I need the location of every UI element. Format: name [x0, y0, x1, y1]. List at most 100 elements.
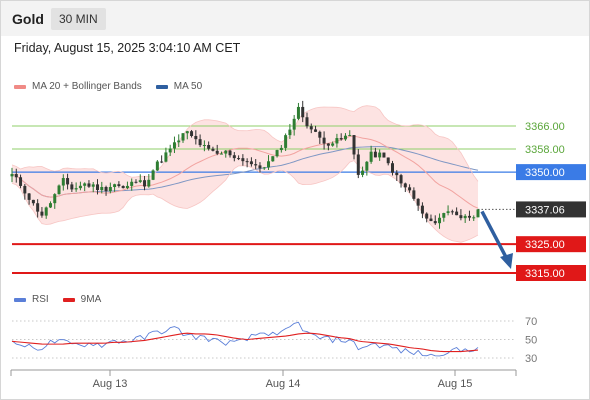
candle-body: [134, 181, 138, 183]
candle-body: [27, 193, 31, 200]
candle-body: [70, 184, 74, 190]
candle-body: [224, 150, 228, 154]
candle-body: [211, 148, 215, 151]
candle-body: [215, 150, 219, 154]
candle-body: [258, 165, 262, 169]
candle-body: [472, 217, 476, 219]
candle-body: [130, 181, 134, 186]
candle-body: [275, 150, 279, 157]
candle-body: [416, 198, 420, 206]
candle-body: [23, 185, 27, 194]
legend-swatch-9ma: [62, 297, 75, 302]
forecast-arrow-shaft: [480, 210, 510, 262]
candle-body: [245, 161, 249, 163]
level-3315-00-tag: [516, 265, 586, 281]
x-tick-label: Aug 15: [438, 378, 473, 390]
candle-body: [83, 183, 87, 186]
candle-body: [207, 145, 211, 149]
candle-body: [425, 213, 429, 219]
candle-body: [399, 175, 403, 184]
candle-body: [181, 133, 185, 141]
candle-body: [403, 183, 407, 188]
candle-body: [100, 187, 104, 191]
candle-body: [66, 178, 70, 185]
candle-body: [237, 158, 241, 160]
candle-body: [450, 211, 454, 213]
rsi-ma9-line: [11, 332, 479, 353]
candle-body: [369, 151, 373, 162]
datetime-label: Friday, August 15, 2025 3:04:10 AM CET: [14, 41, 241, 55]
candle-body: [177, 140, 181, 143]
bollinger-band: [12, 105, 478, 243]
candle-body: [78, 185, 82, 189]
candle-body: [113, 184, 117, 188]
candle-body: [361, 170, 365, 175]
candle-body: [326, 143, 330, 146]
candle-body: [390, 163, 394, 173]
forecast-arrow-head: [500, 253, 513, 269]
legend-swatch-ma20: [14, 84, 26, 89]
candle-body: [117, 184, 121, 187]
candle-body: [459, 215, 463, 219]
candle-body: [14, 174, 18, 178]
candle-body: [44, 207, 48, 216]
candle-body: [155, 161, 159, 171]
candle-body: [382, 152, 386, 158]
candle-body: [164, 152, 168, 162]
level-3358-00-label: 3358.00: [525, 144, 565, 156]
candle-body: [438, 217, 442, 224]
rsi-tick-30: 30: [525, 353, 537, 365]
candle-body: [331, 143, 335, 146]
candle-body: [352, 135, 356, 155]
candle-body: [87, 183, 91, 187]
candle-body: [301, 106, 305, 118]
candle-body: [202, 145, 206, 147]
candle-body: [190, 131, 194, 136]
candle-body: [408, 187, 412, 191]
candle-body: [348, 135, 352, 137]
candle-body: [292, 118, 296, 130]
candle-body: [232, 155, 236, 159]
level-3325-00-tag: [516, 236, 586, 253]
candle-body: [442, 213, 446, 218]
candle-body: [314, 129, 318, 132]
candle-body: [151, 170, 155, 180]
candle-body: [57, 185, 61, 195]
legend-swatch-ma50: [155, 84, 168, 89]
legend-label-ma50: MA 50: [173, 81, 203, 92]
level-3315-00-label: 3315.00: [525, 268, 565, 280]
legend-label-rsi: RSI: [32, 294, 49, 305]
legend-swatch-rsi: [14, 297, 26, 302]
candle-body: [48, 203, 52, 208]
candle-body: [284, 135, 288, 148]
candle-body: [185, 131, 189, 134]
level-3350-00-tag: [516, 164, 586, 181]
candle-body: [373, 151, 377, 158]
level-3337-06-tag: [516, 201, 586, 218]
level-3337-06-label: 3337.06: [525, 204, 565, 216]
level-3366-00-label: 3366.00: [525, 121, 565, 133]
timeframe-badge[interactable]: 30 MIN: [51, 8, 106, 30]
candle-body: [296, 106, 300, 119]
level-3350-00-label: 3350.00: [525, 167, 565, 179]
candle-body: [262, 167, 266, 169]
candle-body: [10, 174, 14, 177]
candle-body: [249, 161, 253, 165]
level-3325-00-label: 3325.00: [525, 239, 565, 251]
candle-body: [305, 117, 309, 127]
candle-body: [476, 209, 480, 218]
candle-body: [241, 158, 245, 162]
candle-body: [378, 152, 382, 158]
rsi-tick-70: 70: [525, 316, 537, 328]
candle-body: [198, 139, 202, 146]
candle-body: [36, 203, 40, 212]
rsi-tick-50: 50: [525, 335, 537, 347]
candle-body: [160, 161, 164, 163]
candle-body: [121, 186, 125, 189]
candle-body: [433, 221, 437, 224]
candle-body: [271, 156, 275, 162]
candle-body: [40, 211, 44, 216]
candle-body: [194, 135, 198, 140]
candle-body: [267, 161, 271, 168]
candle-body: [104, 187, 108, 192]
